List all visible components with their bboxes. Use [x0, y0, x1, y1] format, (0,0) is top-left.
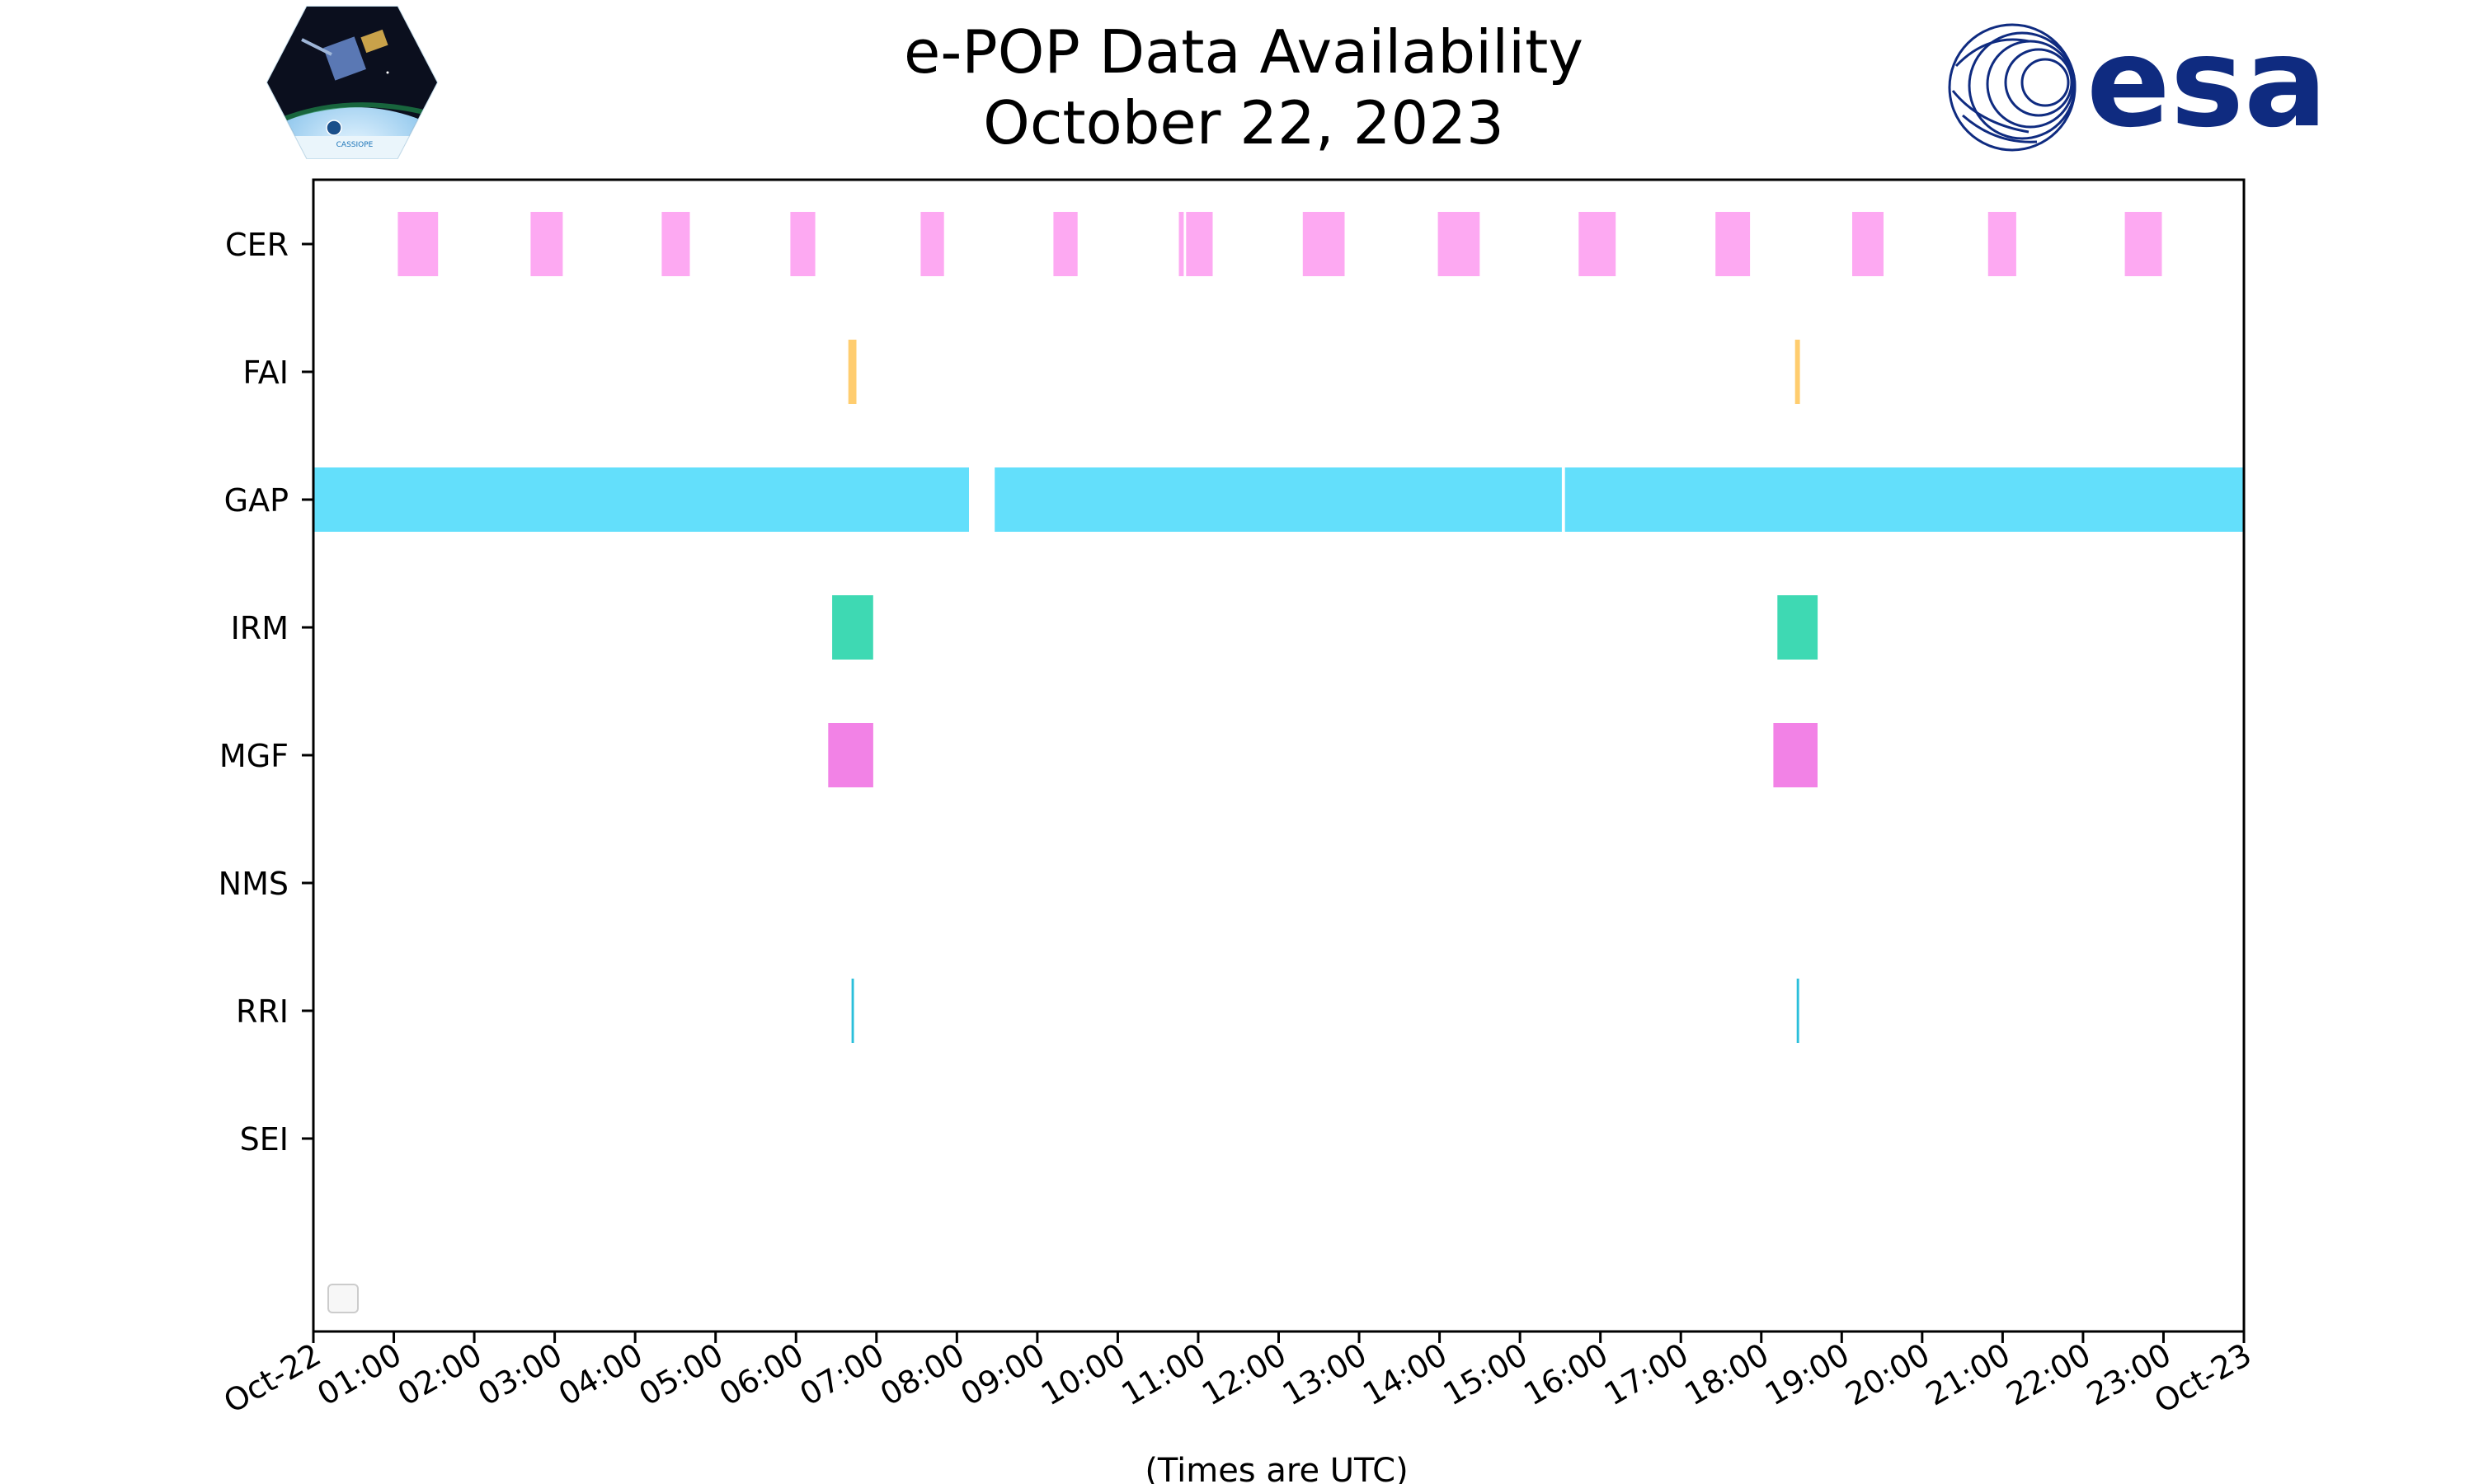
x-axis-title: (Times are UTC)	[1145, 1452, 1408, 1484]
irm-bar-1	[1777, 595, 1818, 660]
x-label-21: 21:00	[1920, 1336, 2016, 1413]
cassiope-logo-text: CASSIOPE	[336, 141, 374, 149]
x-label-13: 13:00	[1277, 1336, 1373, 1413]
y-label-sei: SEI	[240, 1121, 289, 1158]
x-label-3: 03:00	[472, 1336, 568, 1413]
x-label-12: 12:00	[1196, 1336, 1292, 1413]
x-label-19: 19:00	[1759, 1336, 1856, 1413]
cer-bar-12	[1852, 212, 1884, 276]
cassiope-logo: CASSIOPE	[266, 6, 439, 159]
cer-bar-11	[1715, 212, 1751, 276]
x-label-2: 02:00	[392, 1336, 488, 1413]
data-bars	[313, 212, 2244, 1043]
y-label-rri: RRI	[236, 993, 289, 1030]
y-label-gap: GAP	[224, 482, 289, 519]
legend-box	[327, 1284, 359, 1313]
cer-bar-9	[1437, 212, 1480, 276]
x-label-14: 14:00	[1357, 1336, 1453, 1413]
x-label-11: 11:00	[1116, 1336, 1212, 1413]
x-label-20: 20:00	[1839, 1336, 1935, 1413]
mgf-bar-1	[1773, 723, 1818, 787]
chart-title: e-POP Data Availability October 22, 2023	[904, 17, 1583, 157]
esa-swirl-icon	[1948, 23, 2077, 152]
x-label-16: 16:00	[1517, 1336, 1614, 1413]
fai-bar-1	[1794, 340, 1800, 404]
cer-bar-13	[1987, 212, 2016, 276]
x-label-8: 08:00	[874, 1336, 971, 1413]
x-label-7: 07:00	[793, 1336, 890, 1413]
x-label-5: 05:00	[633, 1336, 729, 1413]
cer-bar-1	[530, 212, 563, 276]
y-label-cer: CER	[225, 227, 289, 263]
cer-bar-5	[1053, 212, 1078, 276]
x-label-15: 15:00	[1437, 1336, 1534, 1413]
cer-bar-0	[397, 212, 439, 276]
x-label-22: 22:00	[2001, 1336, 2097, 1413]
title-line-2: October 22, 2023	[983, 88, 1504, 157]
cer-bar-10	[1578, 212, 1616, 276]
cer-bar-2	[661, 212, 690, 276]
rri-bar-1	[1796, 979, 1799, 1043]
x-label-18: 18:00	[1678, 1336, 1775, 1413]
x-label-10: 10:00	[1035, 1336, 1131, 1413]
gap-bar-0	[313, 467, 969, 532]
gap-bar-1	[995, 467, 1562, 532]
x-axis: Oct-2201:0002:0003:0004:0005:0006:0007:0…	[218, 1331, 2258, 1421]
fai-bar-0	[848, 340, 857, 404]
cer-bar-14	[2124, 212, 2162, 276]
x-label-4: 04:00	[553, 1336, 649, 1413]
cer-bar-7	[1186, 212, 1213, 276]
y-label-fai: FAI	[242, 355, 289, 391]
esa-logo-text: esa	[2086, 12, 2327, 155]
irm-bar-0	[832, 595, 873, 660]
y-label-mgf: MGF	[219, 738, 289, 774]
x-label-9: 09:00	[955, 1336, 1051, 1413]
x-label-17: 17:00	[1598, 1336, 1695, 1413]
cer-bar-4	[920, 212, 944, 276]
x-label-1: 01:00	[311, 1336, 407, 1413]
plot-area: CER FAI GAP IRM MGF NMS RRI SEI Oct-2201:0002:0…	[218, 178, 2258, 1421]
cer-bar-6	[1178, 212, 1184, 276]
x-label-0: Oct-22	[218, 1336, 327, 1421]
cer-bar-8	[1302, 212, 1345, 276]
rri-bar-0	[851, 979, 854, 1043]
title-line-1: e-POP Data Availability	[904, 17, 1583, 87]
y-label-nms: NMS	[219, 866, 289, 902]
esa-logo: esa	[1948, 12, 2327, 155]
y-label-irm: IRM	[231, 610, 289, 646]
x-label-6: 06:00	[713, 1336, 810, 1413]
y-axis: CER FAI GAP IRM MGF NMS RRI SEI	[219, 227, 313, 1158]
gap-bar-2	[1564, 467, 2244, 532]
mgf-bar-0	[828, 723, 873, 787]
cer-bar-3	[790, 212, 816, 276]
plot-frame	[312, 178, 2246, 1333]
